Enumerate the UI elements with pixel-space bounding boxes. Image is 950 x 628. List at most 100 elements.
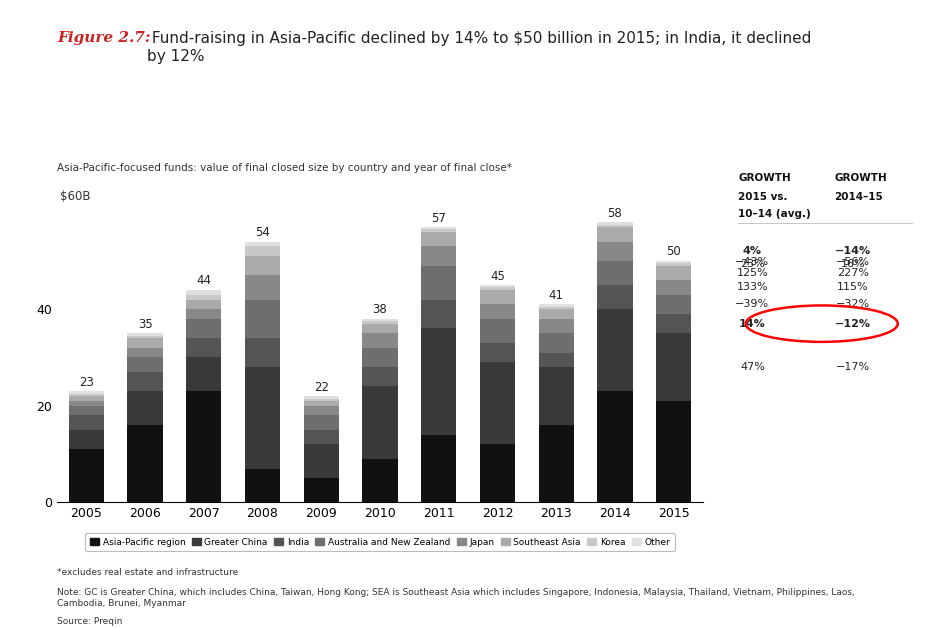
Bar	[480, 362, 515, 445]
Text: 16%: 16%	[841, 259, 865, 269]
Text: −12%: −12%	[835, 318, 871, 328]
Text: 115%: 115%	[837, 283, 869, 293]
Bar	[362, 459, 398, 502]
Text: 2014–15: 2014–15	[834, 192, 883, 202]
Text: −17%: −17%	[836, 362, 870, 372]
Bar	[362, 319, 398, 322]
Bar	[539, 333, 574, 353]
Bar	[598, 261, 633, 285]
Text: 2015 vs.: 2015 vs.	[738, 192, 788, 202]
Bar	[598, 391, 633, 502]
Bar	[245, 275, 280, 300]
Text: 57: 57	[431, 212, 446, 225]
Bar	[421, 328, 456, 435]
Text: 10–14 (avg.): 10–14 (avg.)	[738, 209, 811, 219]
Bar	[186, 319, 221, 338]
Bar	[68, 394, 104, 396]
Text: Fund-raising in Asia-Pacific declined by 14% to $50 billion in 2015; in India, i: Fund-raising in Asia-Pacific declined by…	[147, 31, 811, 64]
Bar	[362, 386, 398, 459]
Bar	[656, 295, 692, 314]
Bar	[245, 300, 280, 338]
Bar	[421, 435, 456, 502]
Bar	[362, 333, 398, 348]
Bar	[539, 319, 574, 333]
Text: 54: 54	[256, 226, 270, 239]
Bar	[598, 222, 633, 225]
Bar	[304, 401, 339, 406]
Bar	[304, 416, 339, 430]
Text: GROWTH: GROWTH	[834, 173, 887, 183]
Bar	[186, 290, 221, 295]
Bar	[539, 367, 574, 425]
Bar	[421, 300, 456, 328]
Bar	[68, 430, 104, 449]
Text: −32%: −32%	[836, 300, 870, 310]
Bar	[656, 266, 692, 280]
Bar	[421, 229, 456, 232]
Text: 50: 50	[666, 246, 681, 259]
Bar	[304, 406, 339, 416]
Text: −39%: −39%	[735, 300, 770, 310]
Bar	[480, 285, 515, 288]
Bar	[245, 246, 280, 256]
Bar	[362, 367, 398, 386]
Text: 14%: 14%	[739, 318, 766, 328]
Bar	[421, 266, 456, 300]
Bar	[656, 333, 692, 401]
Bar	[304, 479, 339, 502]
Bar	[127, 357, 162, 372]
Bar	[68, 391, 104, 394]
Text: Source: Preqin: Source: Preqin	[57, 617, 123, 626]
Text: 125%: 125%	[736, 268, 769, 278]
Bar	[598, 309, 633, 391]
Bar	[480, 305, 515, 319]
Bar	[127, 425, 162, 502]
Legend: Asia-Pacific region, Greater China, India, Australia and New Zealand, Japan, Sou: Asia-Pacific region, Greater China, Indi…	[86, 533, 674, 551]
Bar	[421, 232, 456, 246]
Text: 133%: 133%	[736, 283, 769, 293]
Bar	[480, 319, 515, 343]
Bar	[539, 305, 574, 306]
Bar	[127, 372, 162, 391]
Text: 58: 58	[608, 207, 622, 220]
Bar	[127, 348, 162, 357]
Text: −43%: −43%	[735, 257, 770, 267]
Bar	[186, 338, 221, 357]
Bar	[186, 300, 221, 309]
Bar	[127, 336, 162, 338]
Bar	[656, 263, 692, 266]
Text: Asia-Pacific-focused funds: value of final closed size by country and year of fi: Asia-Pacific-focused funds: value of fin…	[57, 163, 512, 173]
Bar	[186, 357, 221, 391]
Text: Figure 2.7:: Figure 2.7:	[57, 31, 150, 45]
Text: −14%: −14%	[835, 246, 871, 256]
Bar	[539, 353, 574, 367]
Bar	[245, 256, 280, 275]
Bar	[421, 246, 456, 266]
Text: 47%: 47%	[740, 362, 765, 372]
Bar	[656, 314, 692, 333]
Bar	[127, 338, 162, 348]
Bar	[656, 401, 692, 502]
Bar	[480, 343, 515, 362]
Bar	[127, 333, 162, 336]
Bar	[598, 225, 633, 227]
Bar	[304, 396, 339, 399]
Text: *excludes real estate and infrastructure: *excludes real estate and infrastructure	[57, 568, 238, 577]
Bar	[68, 396, 104, 401]
Bar	[245, 468, 280, 502]
Text: 23: 23	[79, 376, 94, 389]
Bar	[480, 290, 515, 305]
Bar	[480, 288, 515, 290]
Bar	[68, 401, 104, 406]
Text: −56%: −56%	[836, 257, 870, 267]
Bar	[539, 425, 574, 502]
Bar	[304, 399, 339, 401]
Text: GROWTH: GROWTH	[738, 173, 791, 183]
Bar	[362, 323, 398, 333]
Text: 35: 35	[138, 318, 152, 331]
Bar	[186, 391, 221, 502]
Bar	[362, 348, 398, 367]
Text: 4%: 4%	[743, 246, 762, 256]
Text: 44: 44	[197, 274, 211, 288]
Bar	[656, 280, 692, 295]
